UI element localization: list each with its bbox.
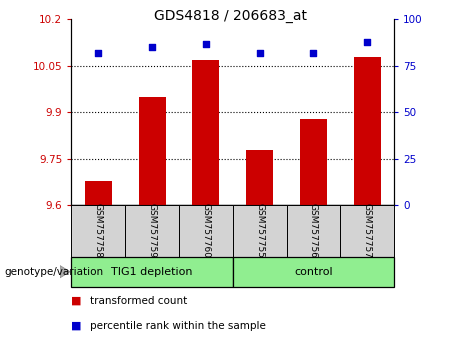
Point: [95, 50, 102, 56]
Text: ■: ■: [71, 321, 82, 331]
Point: [202, 41, 210, 46]
Text: genotype/variation: genotype/variation: [5, 267, 104, 277]
Bar: [233, 257, 394, 287]
Bar: [71, 257, 233, 287]
Bar: [287, 205, 340, 257]
Bar: [139, 97, 165, 205]
Text: GSM757756: GSM757756: [309, 204, 318, 258]
Point: [310, 50, 317, 56]
Point: [256, 50, 263, 56]
Text: GSM757759: GSM757759: [148, 204, 157, 258]
Bar: [354, 57, 381, 205]
Text: GSM757758: GSM757758: [94, 204, 103, 258]
Bar: [71, 205, 125, 257]
Bar: [246, 150, 273, 205]
Text: GSM757757: GSM757757: [363, 204, 372, 258]
Text: control: control: [294, 267, 333, 277]
Point: [148, 45, 156, 50]
Bar: [193, 60, 219, 205]
Polygon shape: [60, 266, 70, 278]
Text: transformed count: transformed count: [90, 296, 187, 306]
Bar: [85, 181, 112, 205]
Text: ■: ■: [71, 296, 82, 306]
Text: percentile rank within the sample: percentile rank within the sample: [90, 321, 266, 331]
Point: [364, 39, 371, 45]
Bar: [179, 205, 233, 257]
Text: GSM757755: GSM757755: [255, 204, 264, 258]
Bar: [125, 205, 179, 257]
Text: TIG1 depletion: TIG1 depletion: [112, 267, 193, 277]
Bar: [233, 205, 287, 257]
Text: GSM757760: GSM757760: [201, 204, 210, 258]
Text: GDS4818 / 206683_at: GDS4818 / 206683_at: [154, 9, 307, 23]
Bar: [340, 205, 394, 257]
Bar: [300, 119, 327, 205]
